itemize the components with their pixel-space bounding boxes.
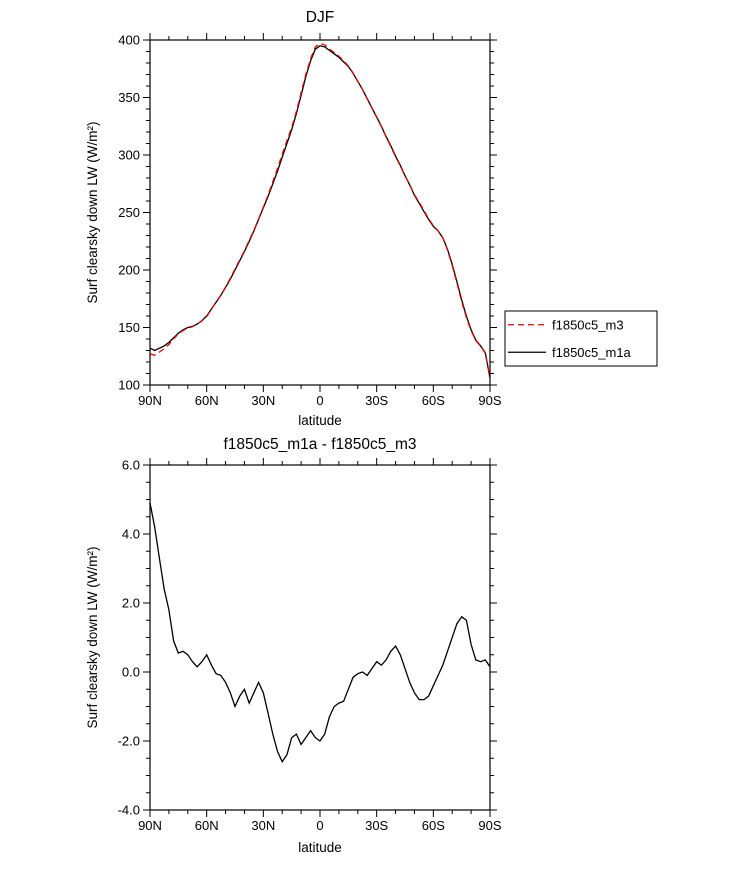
y-tick-label: 6.0: [122, 458, 140, 473]
x-tick-label: 30N: [251, 393, 275, 408]
x-tick-label: 30S: [365, 393, 388, 408]
y-tick-label: 350: [118, 90, 140, 105]
x-tick-label: 60S: [422, 818, 445, 833]
y-tick-label: 400: [118, 33, 140, 48]
x-tick-label: 90S: [478, 393, 501, 408]
legend-box: [504, 310, 658, 367]
plot-frame: [149, 39, 491, 386]
y-tick-label: 300: [118, 148, 140, 163]
djf-plot-svg: 90N 60N 30N 0 30S 60S 90S 100 150 200 250 300 350 400…: [85, 9, 658, 428]
y-tick-label: 200: [118, 263, 140, 278]
x-tick-label: 30N: [251, 818, 275, 833]
series-line-f1850c5_m1a-f1850c5_m3: [149, 502, 491, 764]
series-line-f1850c5_m1a: [149, 45, 491, 379]
chart-title: f1850c5_m1a - f1850c5_m3: [223, 436, 416, 453]
x-tick-label: 60N: [195, 393, 219, 408]
series-line-f1850c5_m3: [149, 42, 491, 379]
x-tick-label: 30S: [365, 818, 388, 833]
y-tick-label: 250: [118, 205, 140, 220]
y-axis-label: Surf clearsky down LW (W/m²): [85, 546, 100, 728]
y-tick-label: 4.0: [122, 527, 140, 542]
x-tick-label: 60N: [195, 818, 219, 833]
difference-plot-svg: 90N 60N 30N 0 30S 60S 90S -4.0 -2.0 0.0 2.0 4.0 6.0 f…: [85, 436, 502, 855]
x-axis-label: latitude: [298, 413, 342, 428]
y-tick-label: 150: [118, 320, 140, 335]
x-tick-label: 0: [316, 818, 323, 833]
y-axis-label: Surf clearsky down LW (W/m²): [85, 121, 100, 303]
y-tick-label: 2.0: [122, 596, 140, 611]
legend-label: f1850c5_m1a: [552, 345, 632, 360]
plot-frame: [149, 464, 491, 811]
y-tick-label: 100: [118, 378, 140, 393]
x-tick-label: 90N: [138, 393, 162, 408]
x-tick-label: 60S: [422, 393, 445, 408]
y-tick-label: -2.0: [118, 734, 140, 749]
djf-chart: 90N 60N 30N 0 30S 60S 90S 100 150 200 250 300 350 400…: [0, 0, 733, 430]
chart-title: DJF: [306, 9, 334, 26]
y-tick-label: 0.0: [122, 665, 140, 680]
x-tick-label: 0: [316, 393, 323, 408]
x-tick-label: 90S: [478, 818, 501, 833]
x-axis-label: latitude: [298, 840, 342, 855]
difference-chart: 90N 60N 30N 0 30S 60S 90S -4.0 -2.0 0.0 2.0 4.0 6.0 f…: [0, 430, 733, 869]
x-tick-label: 90N: [138, 818, 162, 833]
legend-label: f1850c5_m3: [552, 317, 624, 332]
y-tick-label: -4.0: [118, 803, 140, 818]
